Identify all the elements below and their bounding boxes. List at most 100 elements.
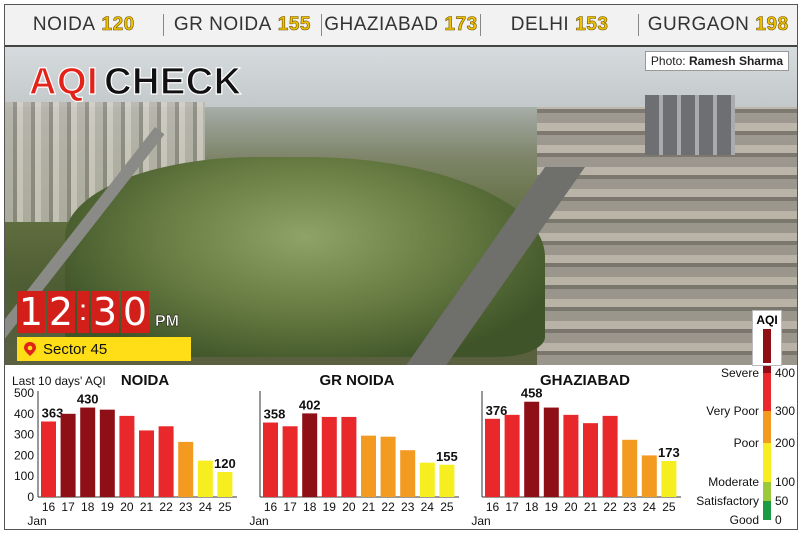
legend-level-value: 200 [775,436,795,450]
chart-title: GHAZIABAD [540,372,630,389]
bar [504,414,520,497]
y-tick-label: 400 [14,407,34,421]
bar [563,414,579,497]
x-tick-label: 22 [603,500,617,514]
bar [485,418,500,497]
legend-segment [763,501,771,520]
x-tick-label: 24 [643,500,657,514]
bar [622,439,638,497]
data-label: 458 [521,386,543,401]
x-tick-label: 21 [140,500,154,514]
x-tick-label: 18 [81,500,95,514]
legend-level-name: Poor [734,436,759,450]
clock-digit: 0 [121,290,149,334]
x-tick-label: 23 [179,500,193,514]
bar [439,464,455,497]
city-gr-noida: GR NOIDA 155 [164,14,323,36]
bar [41,421,56,497]
x-tick-label: 22 [159,500,173,514]
legend-level-name: Good [730,513,759,527]
month-label: Jan [249,514,268,528]
x-tick-label: 23 [623,500,637,514]
aqi-charts: Last 10 days' AQI NOIDA010020030040050016… [12,365,795,528]
x-tick-label: 19 [545,500,559,514]
location-badge: Sector 45 [17,337,191,361]
bar [282,426,298,497]
legend-level-value: 300 [775,404,795,418]
clock-colon: : [77,291,89,333]
y-tick-label: 500 [14,386,34,400]
aqi-infographic: NOIDA 120 GR NOIDA 155 GHAZIABAD 173 DELHI 1… [4,4,798,530]
legend-segment [763,411,771,443]
data-label: 173 [658,445,680,460]
data-label: 120 [214,456,236,471]
location-label: Sector 45 [43,340,108,358]
x-tick-label: 25 [218,500,232,514]
legend-level-value: 50 [775,494,789,508]
bar [99,409,115,497]
city-aqi-strip: NOIDA 120 GR NOIDA 155 GHAZIABAD 173 DELHI 1… [5,5,797,47]
legend-title: AQI [756,313,778,327]
city-aqi-value: 120 [101,14,135,36]
data-label: 363 [42,405,64,420]
bar [400,450,416,497]
clock-digit: 1 [17,290,45,334]
city-aqi-value: 155 [277,14,311,36]
city-delhi: DELHI 153 [481,14,640,36]
x-tick-label: 21 [584,500,598,514]
city-aqi-value: 198 [755,14,789,36]
x-tick-label: 17 [61,500,75,514]
bar [419,462,435,497]
month-label: Jan [471,514,490,528]
legend-level-name: Very Poor [706,404,759,418]
legend-level-value: 0 [775,513,782,527]
y-tick-label: 0 [27,490,34,504]
x-tick-label: 19 [323,500,337,514]
x-tick-label: 21 [362,500,376,514]
bar [197,460,213,497]
data-label: 358 [264,407,286,422]
bar [80,407,96,497]
city-gurgaon: GURGAON 198 [647,14,789,36]
bar [321,416,337,497]
bar [60,413,76,497]
x-tick-label: 16 [264,500,278,514]
y-tick-label: 100 [14,469,34,483]
clock-digit: 2 [47,290,75,334]
x-tick-label: 24 [421,500,435,514]
bar [139,430,154,497]
legend-header: AQI [752,310,782,366]
chart-title: NOIDA [121,372,170,389]
chart-title: GR NOIDA [320,372,395,389]
clock-ampm: PM [155,313,179,330]
city-noida: NOIDA 120 [5,14,164,36]
bar [661,461,677,497]
legend-level-name: Satisfactory [696,494,759,508]
data-label: 376 [486,403,508,418]
x-tick-label: 20 [342,500,356,514]
x-tick-label: 18 [303,500,317,514]
time-display: 1 2 : 3 0 PM [17,291,179,333]
bar [543,407,559,497]
legend-level-name: Moderate [708,475,759,489]
data-label: 402 [299,397,321,412]
photo-credit: Photo: Ramesh Sharma [644,51,789,71]
x-tick-label: 24 [199,500,213,514]
x-tick-label: 25 [662,500,676,514]
bar [524,401,540,497]
month-label: Jan [27,514,46,528]
legend-segment [763,365,771,373]
bar [641,455,657,497]
legend-segment [763,373,771,411]
bar [341,416,357,497]
x-tick-label: 17 [283,500,297,514]
legend-level-value: 400 [775,366,795,380]
clock-digit: 3 [91,290,119,334]
charts-panel: Last 10 days' AQI NOIDA 0 100 200 300 400 500 16… [5,365,797,529]
bar [302,413,318,497]
x-tick-label: 20 [120,500,134,514]
bar [263,422,278,497]
bar [158,426,174,497]
x-tick-label: 18 [525,500,539,514]
bar [217,472,233,497]
